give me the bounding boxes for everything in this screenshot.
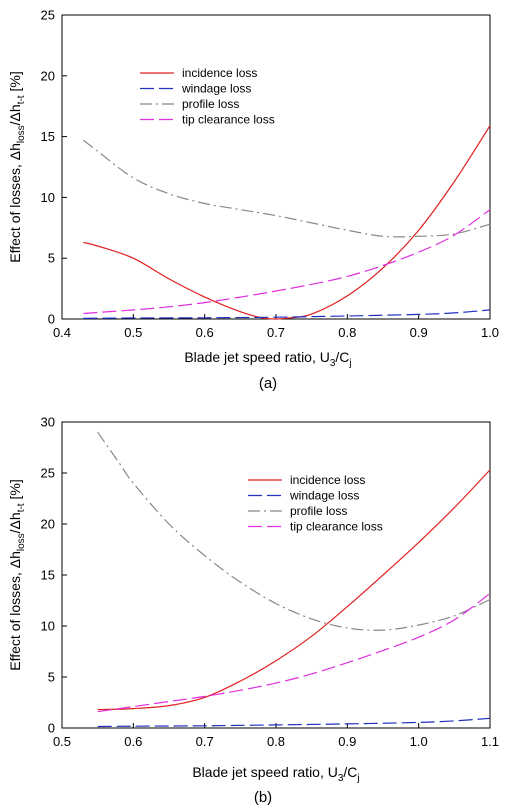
y-tick-label: 0 <box>48 312 55 327</box>
y-tick-label: 15 <box>41 568 55 583</box>
x-tick-label: 0.9 <box>410 325 428 340</box>
panel-label-b: (b) <box>254 789 272 806</box>
x-axis-title-b: Blade jet speed ratio, U3/Cj <box>192 764 359 784</box>
x-tick-label: 0.7 <box>267 325 285 340</box>
x-axis-title-a: Blade jet speed ratio, U3/Cj <box>184 349 351 369</box>
series-a <box>83 125 491 320</box>
series-line-incidence-loss <box>97 469 491 711</box>
series-b <box>97 431 491 728</box>
chart-panel-b: 0.5 0.6 0.7 0.8 0.9 1.0 1.1 0 5 10 15 20 25 30 incide… <box>7 415 499 807</box>
y-tick-label: 15 <box>41 129 55 144</box>
y-tick-label: 0 <box>48 721 55 736</box>
y-tick-label: 25 <box>41 466 55 481</box>
legend-label: windage loss <box>181 82 251 96</box>
legend-label: incidence loss <box>182 66 257 80</box>
x-tick-label: 0.7 <box>196 734 214 749</box>
plot-frame-b <box>61 421 491 729</box>
legend-label: profile loss <box>182 97 239 111</box>
y-tick-label: 5 <box>48 670 55 685</box>
panel-label-a: (a) <box>259 375 277 392</box>
y-tick-label: 30 <box>41 415 55 430</box>
x-tick-label: 0.8 <box>267 734 285 749</box>
y-axis-title-a: Effect of losses, Δhloss/Δht-t [%] <box>7 71 27 262</box>
y-tick-label: 20 <box>41 517 55 532</box>
series-line-tip-clearance-loss <box>83 209 491 315</box>
legend-label: incidence loss <box>290 473 365 487</box>
x-tick-label: 0.8 <box>338 325 356 340</box>
chart-panel-a: 0.4 0.5 0.6 0.7 0.8 0.9 1.0 0 5 10 15 20 25 incidenc… <box>7 8 499 393</box>
legend-label: profile loss <box>290 504 347 518</box>
x-tick-label: 0.5 <box>124 325 142 340</box>
series-line-profile-loss <box>83 139 491 238</box>
legend-label: tip clearance loss <box>290 520 383 534</box>
series-line-tip-clearance-loss <box>97 592 491 713</box>
x-tick-label: 0.9 <box>338 734 356 749</box>
y-tick-label: 10 <box>41 619 55 634</box>
x-tick-label: 0.6 <box>124 734 142 749</box>
series-line-profile-loss <box>97 431 491 631</box>
series-line-incidence-loss <box>83 125 491 320</box>
legend-label: windage loss <box>289 489 359 503</box>
x-tick-label: 0.6 <box>196 325 214 340</box>
y-tick-label: 10 <box>41 190 55 205</box>
plot-frame-a <box>61 14 491 320</box>
series-line-windage-loss <box>83 309 491 319</box>
y-tick-label: 20 <box>41 68 55 83</box>
ticks-a: 0.4 0.5 0.6 0.7 0.8 0.9 1.0 0 5 10 15 20 25 <box>41 8 500 341</box>
legend-label: tip clearance loss <box>182 113 275 127</box>
y-tick-label: 25 <box>41 8 55 23</box>
y-axis-title-b: Effect of losses, Δhloss/Δht-t [%] <box>7 479 27 670</box>
x-tick-label: 1.0 <box>410 734 428 749</box>
ticks-b: 0.5 0.6 0.7 0.8 0.9 1.0 1.1 0 5 10 15 20 25 30 <box>41 415 500 750</box>
x-tick-label: 0.5 <box>53 734 71 749</box>
x-tick-label: 1.0 <box>481 325 499 340</box>
x-tick-label: 0.4 <box>53 325 71 340</box>
series-line-windage-loss <box>97 717 491 728</box>
x-tick-label: 1.1 <box>481 734 499 749</box>
y-tick-label: 5 <box>48 251 55 266</box>
